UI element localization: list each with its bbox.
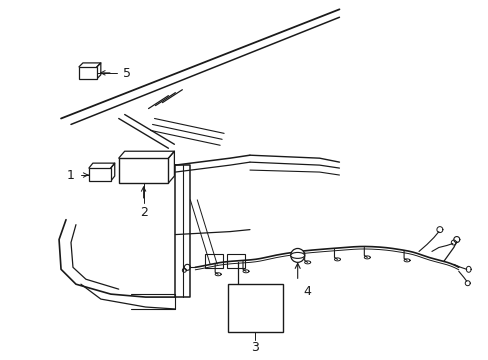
Circle shape <box>290 248 304 262</box>
Ellipse shape <box>290 252 304 258</box>
Bar <box>119 158 168 183</box>
Text: 3: 3 <box>250 341 258 354</box>
Bar <box>227 284 282 332</box>
Text: 4: 4 <box>303 285 311 298</box>
Text: 2: 2 <box>140 206 147 219</box>
Bar <box>79 67 97 79</box>
Bar <box>89 168 111 181</box>
Bar <box>205 255 223 268</box>
Bar <box>226 255 244 268</box>
Text: 1: 1 <box>67 168 75 181</box>
Text: 5: 5 <box>122 67 130 80</box>
